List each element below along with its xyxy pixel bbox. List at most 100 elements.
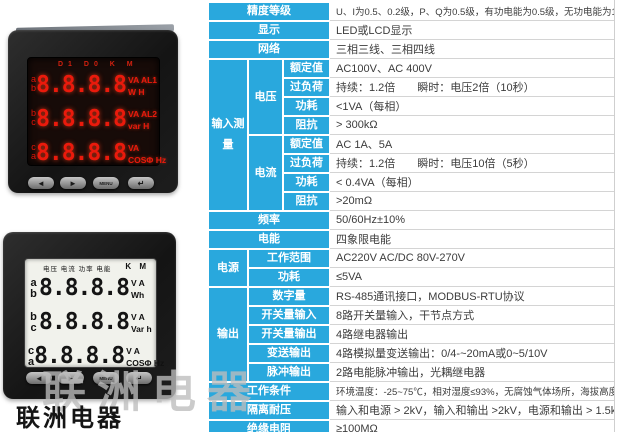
spec-label-impedance: 阻抗 [283,116,330,135]
meter-led-photo: D1 D0 K M a b 8.8.8.8 VA AL1 W H b c 8.8… [8,30,178,193]
spec-label-rated-value: 额定值 [283,59,330,78]
spec-value: 持续：1.2倍 瞬时：电压10倍（5秒） [330,154,614,173]
unit-top: V A [126,346,140,356]
lcd-display-row: c a 8.8.8.8 V A COSΦ Hz [28,341,164,375]
spec-value: 环境温度：-25~75℃，相对湿度≤93%，无腐蚀气体场所，海拔高度≤4000m [330,382,614,401]
phase-letter: b [30,288,37,300]
left-arrow-button: ◄ [28,177,54,189]
phase-letters: b c [28,307,39,334]
spec-label-do: 开关量输出 [248,325,330,344]
unit-bottom: Var h [130,324,152,334]
led-display-row: c a 8.8.8.8 VA COSΦ Hz [31,138,166,172]
spec-group-power-supply: 电源 [208,249,248,287]
unit-top: V A [130,312,145,322]
spec-value: 2路电能脉冲输出，光耦继电器 [330,363,614,382]
spec-label-working-conditions: 工作条件 [208,382,330,401]
spec-value: >20mΩ [330,192,614,211]
unit-labels: V A COSΦ Hz [126,341,164,369]
spec-value: ≤5VA [330,268,614,287]
seven-segment-digits: 8.8.8.8 [39,309,130,335]
gray-watermark: 联洲电器 [42,368,262,417]
right-arrow-button: ► [58,372,84,384]
spec-value: < 0.4VA（每相） [330,173,614,192]
menu-button: MENU [93,177,119,189]
spec-group-input: 输入测量 [208,59,248,211]
unit-labels: VA AL2 var H [128,104,157,132]
phase-letter: b [31,83,37,93]
unit-top: VA [127,143,140,153]
unit-labels: V A Var h [131,307,152,335]
spec-label-overload: 过负荷 [283,154,330,173]
spec-value-energy: 四象限电能 [330,230,614,249]
phase-letters: c a [31,138,36,161]
spec-label-overload: 过负荷 [283,78,330,97]
unit-top: VA AL2 [128,109,157,119]
lcd-display-row: a b 8.8.8.8 V A Wh [28,273,154,307]
spec-value: <1VA（每相） [330,97,614,116]
seven-segment-digits: 8.8.8.8 [34,343,125,369]
spec-label-isolation-voltage: 隔离耐压 [208,401,330,420]
spec-value: > 300kΩ [330,116,614,135]
spec-label-frequency: 频率 [208,211,330,230]
spec-value: AC220V AC/DC 80V-270V [330,249,614,268]
lcd-km-labels: K M [125,262,149,271]
led-display-row: a b 8.8.8.8 VA AL1 W H [31,70,157,104]
phase-letters: a b [28,273,39,300]
spec-value: 输入和电源 > 2kV，输入和输出 >2kV，电源和输出 > 1.5kA [330,401,614,420]
spec-value: 4路继电器输出 [330,325,614,344]
spec-table: 精度等级 U、I为0.5、0.2级，P、Q为0.5级，有功电能为0.5级，无功电… [208,0,615,432]
spec-label-insulation-resistance: 绝缘电阻 [208,420,330,432]
enter-button: ↵ [126,372,152,384]
spec-value-accuracy: U、I为0.5、0.2级，P、Q为0.5级，有功电能为0.5级，无功电能为1级(… [330,2,614,21]
unit-bottom: Wh [130,290,145,300]
spec-value: 8路开关量输入，干节点方式 [330,306,614,325]
lcd-display-row: b c 8.8.8.8 V A Var h [28,307,154,341]
spec-value: RS-485通讯接口，MODBUS-RTU协议 [330,287,614,306]
spec-label-rated-value: 额定值 [283,135,330,154]
lcd-measure-labels: 电压 电流 功率 电能 [43,266,112,273]
unit-bottom: COSΦ Hz [127,155,167,165]
meter-led-display: D1 D0 K M a b 8.8.8.8 VA AL1 W H b c 8.8… [27,57,166,166]
phase-letter: c [28,345,35,357]
meter-lcd-photo: 电压 电流 功率 电能 K M a b 8.8.8.8 V A Wh b c 8… [3,232,176,399]
spec-label-pulse-output: 脉冲输出 [248,363,330,382]
unit-bottom: var H [128,121,150,131]
right-arrow-button: ► [60,177,86,189]
phase-letter: a [30,277,37,289]
spec-label-impedance: 阻抗 [283,192,330,211]
seven-segment-digits: 8.8.8.8 [36,140,127,166]
led-indicator-labels: D1 D0 K M [58,61,138,68]
spec-value: 4路模拟量变送输出：0/4-~20mA或0~5/10V [330,344,614,363]
spec-value-network: 三相三线、三相四线 [330,40,614,59]
brand-watermark: 联洲电器 [16,405,124,432]
spec-label-network: 网络 [208,40,330,59]
spec-label-power-consumption: 功耗 [248,268,330,287]
phase-letter: a [31,74,37,84]
unit-bottom: COSΦ Hz [126,358,165,368]
phase-letters: c a [28,341,34,368]
led-display-row: b c 8.8.8.8 VA AL2 var H [31,104,157,138]
spec-label-power-consumption: 功耗 [283,97,330,116]
spec-value-frequency: 50/60Hz±10% [330,211,614,230]
phase-letters: a b [31,70,36,93]
spec-label-working-range: 工作范围 [248,249,330,268]
spec-value: AC100V、AC 400V [330,59,614,78]
seven-segment-digits: 8.8.8.8 [36,72,127,98]
phase-letter: a [31,151,37,161]
spec-label-display: 显示 [208,21,330,40]
phase-letters: b c [31,104,36,127]
phase-letter: a [28,356,35,368]
spec-value-display: LED或LCD显示 [330,21,614,40]
spec-label-accuracy: 精度等级 [208,2,330,21]
spec-subgroup-voltage: 电压 [248,59,283,135]
spec-label-power-consumption: 功耗 [283,173,330,192]
left-arrow-button: ◄ [26,372,52,384]
meter-lcd-display: 电压 电流 功率 电能 K M a b 8.8.8.8 V A Wh b c 8… [24,258,164,369]
spec-label-energy: 电能 [208,230,330,249]
spec-label-digital: 数字量 [248,287,330,306]
unit-labels: VA AL1 W H [128,70,157,98]
spec-label-di: 开关量输入 [248,306,330,325]
spec-value: 持续：1.2倍 瞬时：电压2倍（10秒） [330,78,614,97]
enter-button: ↵ [128,177,154,189]
